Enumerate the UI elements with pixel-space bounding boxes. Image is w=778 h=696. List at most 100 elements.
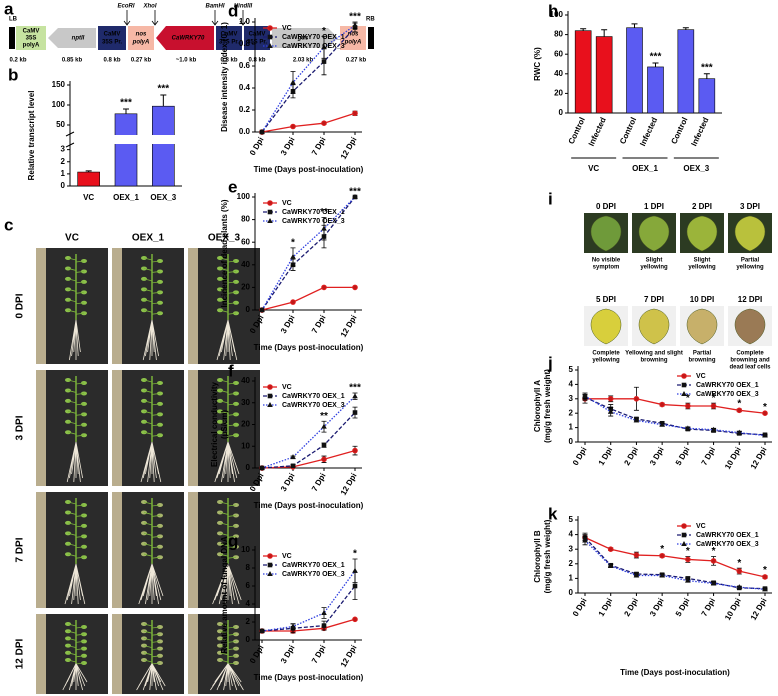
marker bbox=[259, 307, 265, 312]
dpi-label: 3 DPI bbox=[740, 202, 760, 211]
series-line bbox=[261, 395, 356, 469]
legend-marker bbox=[681, 541, 687, 546]
branch bbox=[67, 623, 85, 629]
group-label: VC bbox=[588, 164, 599, 173]
y-tick-label: 0.6 bbox=[239, 61, 251, 70]
series-line bbox=[585, 398, 766, 414]
axis-break-mark bbox=[65, 131, 75, 148]
branch bbox=[67, 390, 85, 395]
legend-label: CaWRKY70 OEX_1 bbox=[282, 34, 345, 41]
x-axis-label: Time (Days post-inoculation) bbox=[254, 165, 364, 174]
y-tick-label: 4 bbox=[246, 599, 251, 608]
marker bbox=[659, 421, 665, 427]
ruler bbox=[36, 614, 46, 694]
caption: Complete bbox=[736, 351, 764, 357]
roots bbox=[212, 563, 242, 605]
branch bbox=[219, 659, 237, 665]
y-axis-label: RWC (%) bbox=[533, 47, 542, 81]
x-axis-label: Time (Days post-inoculation) bbox=[254, 343, 364, 352]
bar bbox=[698, 78, 716, 114]
y-tick-label: 5 bbox=[569, 515, 574, 524]
size-label: 0.27 kb bbox=[346, 58, 367, 64]
y-tick-label: 0 bbox=[569, 437, 574, 446]
leaf bbox=[734, 215, 766, 252]
marker bbox=[685, 403, 691, 409]
caption: No visible bbox=[592, 258, 621, 264]
element-text: CaMV bbox=[23, 29, 40, 35]
branch bbox=[219, 638, 237, 643]
caption: yellowing bbox=[592, 358, 620, 364]
y-tick-label: 1 bbox=[569, 574, 574, 583]
panel-letter: g bbox=[228, 531, 238, 550]
y-tick-label: 50 bbox=[56, 120, 65, 129]
error-bar bbox=[123, 108, 129, 114]
branch bbox=[219, 543, 237, 549]
branch bbox=[67, 659, 85, 665]
marker bbox=[321, 59, 327, 64]
significance: * bbox=[737, 558, 741, 569]
y-tick-label: 1 bbox=[569, 423, 574, 432]
size-label: 0.85 kb bbox=[62, 58, 83, 64]
promoter-box bbox=[216, 26, 242, 50]
y-tick-label: 80 bbox=[241, 215, 250, 224]
element-text: CaWRKY70 bbox=[172, 36, 205, 42]
marker bbox=[607, 546, 614, 553]
marker bbox=[290, 79, 296, 85]
marker bbox=[290, 454, 296, 460]
branch bbox=[67, 501, 85, 507]
branch bbox=[143, 543, 161, 549]
caption: dead leaf cells bbox=[729, 365, 771, 371]
x-axis-label: Time (Days post-inoculation) bbox=[620, 668, 730, 677]
panel-letter: c bbox=[4, 215, 13, 234]
branch bbox=[143, 268, 161, 273]
marker bbox=[607, 562, 614, 568]
error-bar bbox=[580, 28, 587, 31]
marker bbox=[321, 623, 327, 628]
marker bbox=[321, 610, 327, 615]
panel-letter: a bbox=[4, 0, 14, 18]
leaf bbox=[590, 308, 622, 345]
series-line bbox=[261, 196, 356, 311]
legend-marker bbox=[681, 373, 687, 379]
marker bbox=[290, 299, 296, 305]
branch bbox=[143, 257, 161, 263]
significance: * bbox=[291, 237, 295, 248]
dpi-label: 5 DPI bbox=[596, 295, 616, 304]
y-tick-label: 1 bbox=[61, 169, 66, 178]
legend-marker bbox=[681, 532, 687, 538]
x-tick-label: 3 Dpi bbox=[279, 314, 297, 335]
panel-letter: i bbox=[548, 189, 553, 208]
branch bbox=[143, 431, 161, 437]
bar bbox=[152, 105, 175, 187]
site-label: EcoRI bbox=[117, 4, 134, 10]
y-tick-label: 2 bbox=[246, 617, 251, 626]
marker bbox=[290, 123, 296, 130]
branch bbox=[67, 268, 85, 273]
y-axis-label: (mg/g fresh weight) bbox=[543, 519, 552, 593]
marker bbox=[633, 396, 640, 402]
group-label: OEX_3 bbox=[683, 164, 709, 173]
caption: Yellowing and slight bbox=[625, 351, 683, 357]
branch bbox=[219, 410, 237, 416]
y-tick-label: 100 bbox=[550, 10, 564, 19]
leaf bbox=[590, 215, 622, 252]
marker bbox=[633, 552, 640, 558]
legend-marker bbox=[681, 391, 687, 396]
y-axis-label: Chlorophyll B bbox=[533, 530, 542, 583]
branch bbox=[143, 410, 161, 416]
x-tick-label: 7 Dpi bbox=[310, 136, 328, 157]
legend-marker bbox=[267, 34, 273, 40]
branch bbox=[219, 501, 237, 507]
bar bbox=[677, 29, 695, 114]
branch bbox=[219, 623, 237, 629]
row-label: 12 DPI bbox=[15, 638, 26, 669]
dpi-label: 0 DPI bbox=[596, 202, 616, 211]
significance: * bbox=[353, 549, 357, 560]
legend-label: VC bbox=[282, 200, 292, 207]
marker bbox=[290, 463, 296, 469]
x-tick-label: Control bbox=[669, 116, 689, 146]
roots bbox=[62, 663, 88, 691]
error-bar bbox=[631, 23, 638, 28]
roots bbox=[140, 441, 162, 483]
marker bbox=[710, 403, 717, 409]
